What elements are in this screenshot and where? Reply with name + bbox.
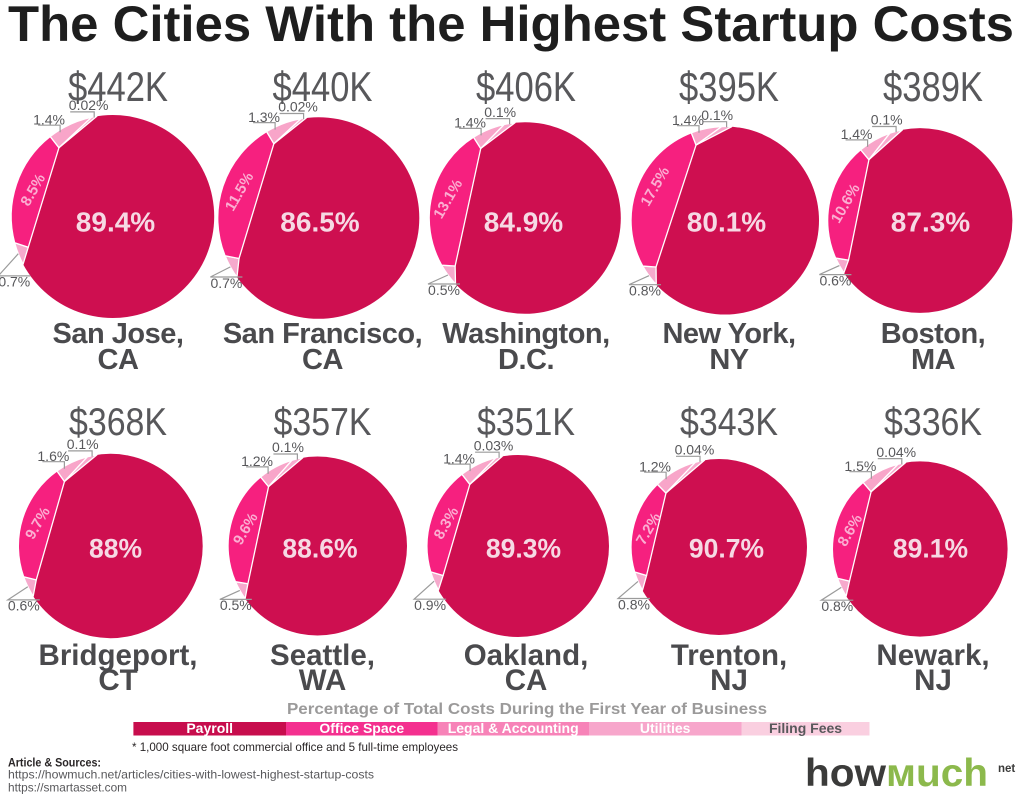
svg-text:0.8%: 0.8% xyxy=(821,598,853,614)
svg-text:https://howmuch.net/articles/c: https://howmuch.net/articles/cities-with… xyxy=(8,768,374,782)
svg-text:1.4%: 1.4% xyxy=(454,115,486,131)
svg-text:0.04%: 0.04% xyxy=(876,444,916,460)
svg-text:0.7%: 0.7% xyxy=(0,274,30,290)
svg-text:Boston,: Boston, xyxy=(881,318,985,350)
svg-text:NJ: NJ xyxy=(710,664,748,697)
svg-text:0.1%: 0.1% xyxy=(67,436,99,452)
svg-text:Percentage of Total Costs Duri: Percentage of Total Costs During the Fir… xyxy=(287,701,767,718)
svg-text:0.02%: 0.02% xyxy=(69,97,109,113)
svg-text:CA: CA xyxy=(98,344,139,376)
svg-text:90.7%: 90.7% xyxy=(689,534,764,564)
svg-text:Washington,: Washington, xyxy=(442,318,609,350)
svg-text:CT: CT xyxy=(98,664,137,697)
svg-text:$442K: $442K xyxy=(68,63,168,110)
svg-text:$343K: $343K xyxy=(680,401,778,444)
svg-text:0.5%: 0.5% xyxy=(220,597,252,613)
svg-text:1.5%: 1.5% xyxy=(844,458,876,474)
svg-text:$357K: $357K xyxy=(274,401,372,444)
svg-text:0.8%: 0.8% xyxy=(629,283,661,299)
svg-text:0.5%: 0.5% xyxy=(428,282,460,298)
svg-text:D.C.: D.C. xyxy=(498,344,554,376)
svg-text:86.5%: 86.5% xyxy=(280,207,359,238)
svg-text:Bridgeport,: Bridgeport, xyxy=(39,639,198,672)
svg-text:Newark,: Newark, xyxy=(876,639,989,672)
svg-text:Legal & Accounting: Legal & Accounting xyxy=(448,720,579,736)
svg-text:0.1%: 0.1% xyxy=(701,107,733,123)
svg-text:0.8%: 0.8% xyxy=(618,596,650,612)
svg-text:0.9%: 0.9% xyxy=(414,597,446,613)
svg-text:89.4%: 89.4% xyxy=(76,207,155,238)
svg-text:1.4%: 1.4% xyxy=(672,112,704,128)
svg-text:San Jose,: San Jose, xyxy=(53,318,184,350)
svg-text:net: net xyxy=(998,763,1015,775)
svg-text:https://smartasset.com: https://smartasset.com xyxy=(8,781,127,795)
svg-text:84.9%: 84.9% xyxy=(484,207,563,238)
svg-text:$389K: $389K xyxy=(883,63,983,110)
svg-text:New York,: New York, xyxy=(662,318,795,350)
svg-text:$406K: $406K xyxy=(476,63,576,110)
svg-text:The Cities With the Highest St: The Cities With the Highest Startup Cost… xyxy=(8,0,1014,52)
svg-text:Oakland,: Oakland, xyxy=(464,639,589,672)
svg-text:1.4%: 1.4% xyxy=(841,126,873,142)
svg-text:$440K: $440K xyxy=(273,63,373,110)
svg-text:0.03%: 0.03% xyxy=(474,437,514,453)
svg-text:0.7%: 0.7% xyxy=(210,275,242,291)
svg-text:80.1%: 80.1% xyxy=(687,207,766,238)
svg-text:CA: CA xyxy=(302,344,343,376)
svg-text:88%: 88% xyxy=(89,534,142,564)
svg-text:1.4%: 1.4% xyxy=(443,450,475,466)
svg-text:Article & Sources:: Article & Sources: xyxy=(8,756,101,770)
svg-text:1.3%: 1.3% xyxy=(248,109,280,125)
svg-text:MA: MA xyxy=(911,344,956,376)
svg-text:NY: NY xyxy=(709,344,748,376)
svg-text:89.3%: 89.3% xyxy=(486,534,561,564)
svg-text:Payroll: Payroll xyxy=(186,720,233,736)
svg-text:Utilities: Utilities xyxy=(640,720,691,736)
svg-text:1.6%: 1.6% xyxy=(37,448,69,464)
svg-text:1.2%: 1.2% xyxy=(241,453,273,469)
svg-text:$368K: $368K xyxy=(69,401,167,444)
svg-text:1.2%: 1.2% xyxy=(639,458,671,474)
svg-text:$351K: $351K xyxy=(477,401,575,444)
svg-text:87.3%: 87.3% xyxy=(891,207,970,238)
svg-text:$336K: $336K xyxy=(884,401,982,444)
svg-text:Filing Fees: Filing Fees xyxy=(769,720,842,736)
svg-text:San Francisco,: San Francisco, xyxy=(223,318,422,350)
svg-text:NJ: NJ xyxy=(914,664,952,697)
svg-text:howмuch: howмuch xyxy=(805,752,988,795)
svg-text:0.02%: 0.02% xyxy=(278,99,318,115)
svg-text:WA: WA xyxy=(299,664,347,697)
svg-text:* 1,000 square foot commercial: * 1,000 square foot commercial office an… xyxy=(132,740,458,754)
svg-text:CA: CA xyxy=(505,664,548,697)
svg-text:0.6%: 0.6% xyxy=(8,598,40,614)
svg-text:88.6%: 88.6% xyxy=(282,534,357,564)
svg-text:Trenton,: Trenton, xyxy=(671,639,787,672)
svg-text:Office Space: Office Space xyxy=(319,720,404,736)
svg-text:0.6%: 0.6% xyxy=(819,272,851,288)
svg-text:89.1%: 89.1% xyxy=(893,534,968,564)
svg-text:1.4%: 1.4% xyxy=(33,111,65,127)
svg-text:$395K: $395K xyxy=(679,63,779,110)
svg-text:0.04%: 0.04% xyxy=(675,442,715,458)
svg-text:0.1%: 0.1% xyxy=(871,112,903,128)
svg-text:0.1%: 0.1% xyxy=(272,439,304,455)
svg-text:Seattle,: Seattle, xyxy=(270,639,375,672)
svg-text:0.1%: 0.1% xyxy=(484,104,516,120)
